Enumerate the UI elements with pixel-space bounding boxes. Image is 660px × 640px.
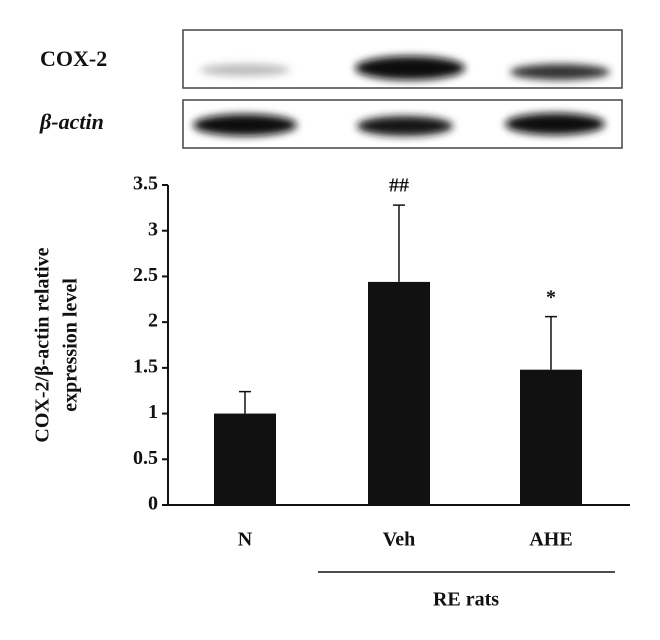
error-bar [545,315,557,370]
y-tick-label: 1.5 [133,355,158,377]
group-label: RE rats [433,589,499,611]
blot-cox2 [182,29,623,89]
y-tick-label: 1 [148,401,158,423]
annotation: ## [389,175,409,197]
y-tick-label: 3 [148,218,158,240]
y-tick-label: 2 [148,310,158,332]
y-axis-label: expression level [60,278,82,412]
blot-actin [182,99,623,149]
bar [214,413,276,505]
x-tick-label: AHE [529,529,572,551]
blot-label: COX-2 [40,46,107,71]
annotation: * [546,286,556,308]
y-tick-label: 2.5 [133,264,158,286]
y-tick-label: 3.5 [133,173,158,195]
error-bar [239,390,251,414]
y-tick-label: 0.5 [133,447,158,469]
blot-label: β-actin [39,109,104,134]
bar [520,369,582,505]
x-tick-label: N [238,529,253,551]
x-tick-label: Veh [383,529,416,551]
error-bar [393,204,405,282]
y-tick-label: 0 [148,493,158,515]
y-axis-label: COX-2/β-actin relative [32,247,54,442]
bar [368,281,430,505]
